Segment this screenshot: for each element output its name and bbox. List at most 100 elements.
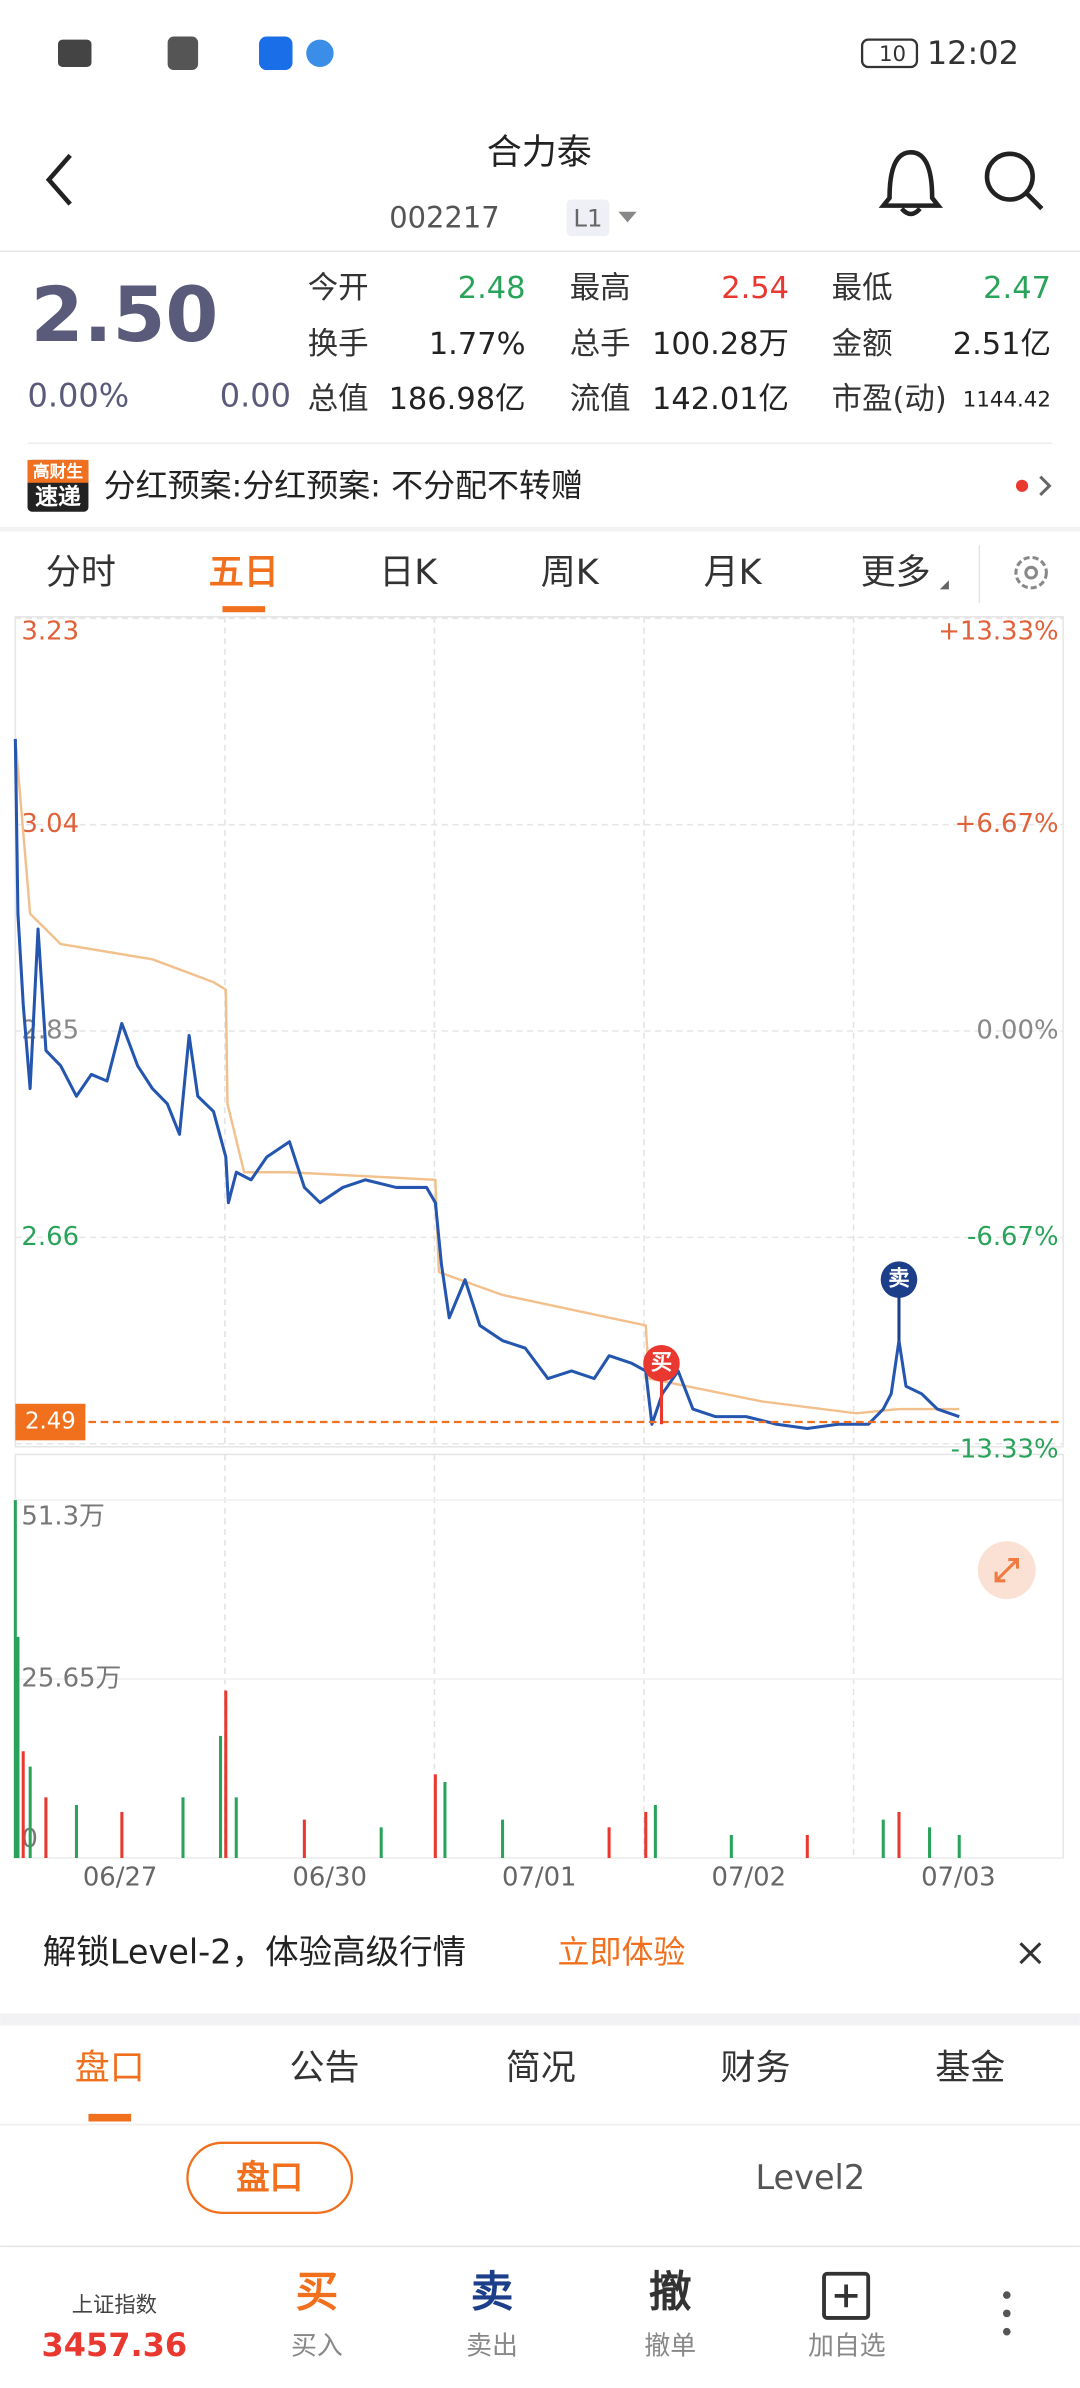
action-label[interactable]: 卖出 (466, 2331, 518, 2361)
more-dot[interactable] (1002, 2291, 1011, 2299)
banner-action[interactable]: 立即体验 (558, 1933, 686, 1971)
level-label: L1 (573, 203, 602, 232)
settings-hub (1024, 565, 1039, 580)
price-line (14, 738, 960, 1415)
field-value: 2.48 (458, 271, 526, 306)
action-label[interactable]: 加自选 (808, 2331, 886, 2361)
trade-marker-label: 卖 (888, 1267, 909, 1292)
volume-bar (302, 1819, 306, 1859)
y2-tick-label: 0.00% (976, 1016, 1058, 1046)
chart-tab[interactable]: 更多 (861, 552, 931, 593)
volume-bar (644, 1811, 648, 1859)
field-value: 2.54 (721, 271, 789, 306)
trade-marker (880, 1261, 918, 1298)
alert-button[interactable] (878, 150, 944, 217)
action-label[interactable]: 买入 (291, 2331, 343, 2361)
search-button[interactable] (984, 151, 1035, 202)
field-label: 总值 (308, 382, 369, 417)
quote-fields: 今开 2.48 最高 2.54 最低 2.47 换手 1.77% 总手 100.28万 金额 2.51… (308, 271, 1051, 417)
search-handle (1024, 191, 1044, 211)
hd-icon (57, 39, 92, 68)
volume-bar (957, 1834, 961, 1859)
y2-tick-label: -13.33% (951, 1434, 1059, 1464)
volume-bar (928, 1827, 932, 1859)
tab-underline (88, 2113, 132, 2122)
chart-tab[interactable]: 分时 (46, 552, 116, 593)
subtab[interactable]: 盘口 (236, 2158, 303, 2197)
y-tick-label: 2.66 (21, 1222, 79, 1252)
price-line (13, 738, 960, 1431)
unread-dot (1015, 479, 1029, 492)
back-button[interactable] (45, 153, 72, 206)
chart-tab[interactable]: 五日 (209, 552, 279, 593)
banner (0, 1896, 1080, 2014)
news-arrow[interactable] (1039, 475, 1052, 497)
news-text[interactable]: 分红预案:分红预案: 不分配不转赠 (104, 466, 583, 504)
watchlist-icon[interactable] (822, 2271, 871, 2320)
y-tick-label: 3.04 (21, 809, 79, 839)
more-dot (1002, 2309, 1011, 2318)
field-label: 总手 (570, 327, 631, 362)
action-icon[interactable]: 买 (296, 2268, 339, 2318)
settings-button[interactable] (1014, 555, 1048, 590)
x-tick-label: 06/27 (83, 1862, 158, 1892)
field-label: 流值 (570, 382, 631, 417)
tab-underline (222, 606, 266, 613)
detail-tab[interactable]: 盘口 (75, 2048, 145, 2089)
change: 0.00 (220, 376, 291, 414)
field-value: 142.01亿 (652, 382, 789, 417)
banner-text: 解锁Level-2，体验高级行情 (43, 1932, 466, 1971)
detail-tab[interactable]: 简况 (506, 2048, 576, 2089)
battery-level: 10 (879, 42, 906, 67)
volume-bar (607, 1827, 611, 1859)
y-tick-label: 25.65万 (21, 1664, 121, 1694)
detail-tab[interactable]: 基金 (935, 2048, 1005, 2089)
volume-bar (120, 1811, 124, 1859)
news-icon-top-text: 高财生 (33, 461, 84, 481)
stock-code: 002217 (389, 200, 499, 234)
subtab-pill[interactable] (186, 2141, 354, 2215)
clock: 12:02 (927, 34, 1019, 72)
stock-name: 合力泰 (487, 132, 592, 173)
action-icon[interactable]: 卖 (471, 2268, 514, 2318)
chart-tab[interactable]: 月K (704, 552, 763, 593)
action-icon[interactable]: 撤 (649, 2268, 692, 2318)
field-value: 1.77% (429, 327, 526, 362)
detail-tab[interactable]: 财务 (720, 2048, 790, 2089)
field-label: 今开 (308, 271, 369, 306)
current-price-box (15, 1403, 86, 1441)
field-label: 金额 (832, 327, 893, 362)
chart: 3.233.042.852.662.47+13.33%+6.67%0.00%-6… (13, 617, 1064, 1892)
chart-tab[interactable]: 日K (379, 552, 438, 593)
index-value[interactable]: 3457.36 (42, 2326, 188, 2364)
volume-bar (379, 1827, 383, 1859)
y-tick-label: 3.23 (21, 617, 79, 647)
chart-tab[interactable]: 周K (541, 552, 600, 593)
index-name[interactable]: 上证指数 (72, 2293, 157, 2318)
level-badge (566, 199, 610, 237)
close-banner[interactable] (1019, 1942, 1042, 1965)
field-value: 1144.42 (963, 388, 1051, 413)
field-value: 186.98亿 (389, 382, 526, 417)
volume-bar (234, 1797, 238, 1859)
expand-icon (994, 1557, 1019, 1583)
field-value: 2.51亿 (953, 327, 1051, 362)
trade-marker (643, 1345, 680, 1382)
volume-bar (729, 1834, 733, 1859)
field-label: 最高 (570, 271, 631, 306)
subtab[interactable]: Level2 (755, 2158, 865, 2197)
volume-bar (897, 1811, 901, 1859)
volume-bar (653, 1804, 657, 1859)
volume-bar (805, 1834, 809, 1859)
chart-tabs: 分时 五日 日K 周K 月K 更多 (46, 552, 949, 613)
action-label[interactable]: 撤单 (644, 2331, 696, 2361)
price: 2.50 (31, 270, 219, 359)
dropdown-arrow[interactable] (618, 211, 637, 223)
news-icon-top (27, 459, 89, 483)
x-tick-label: 07/03 (921, 1862, 996, 1892)
detail-tab[interactable]: 公告 (289, 2048, 359, 2089)
volume-bar (74, 1804, 78, 1859)
battery (860, 38, 919, 69)
